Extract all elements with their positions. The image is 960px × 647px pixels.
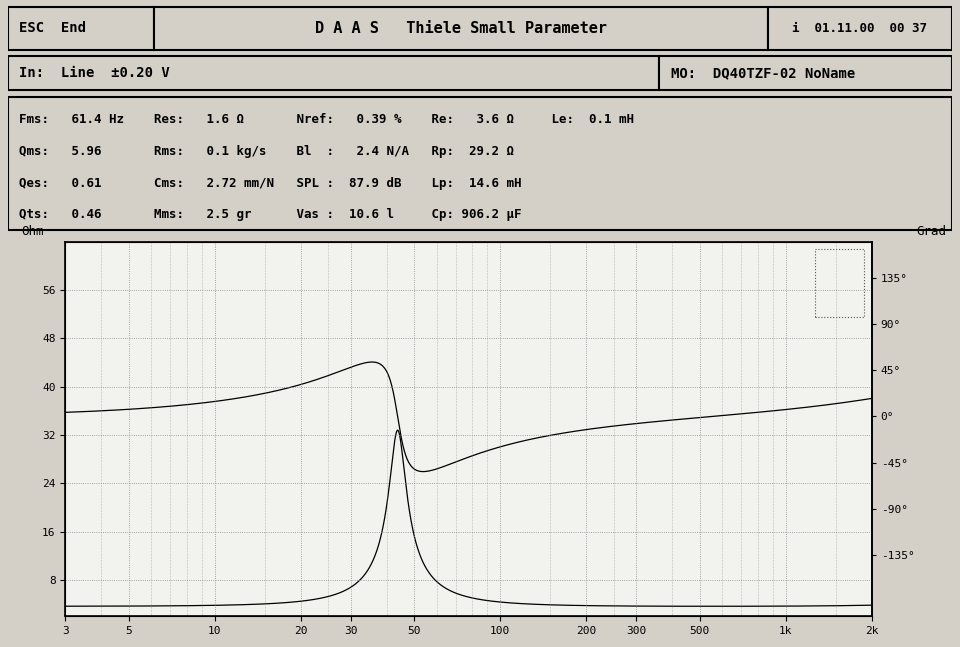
Text: Qts:   0.46       Mms:   2.5 gr      Vas :  10.6 l     Cp: 906.2 μF: Qts: 0.46 Mms: 2.5 gr Vas : 10.6 l Cp: 9… [19,208,521,221]
Text: Grad: Grad [916,225,946,238]
Text: i  01.11.00  00 37: i 01.11.00 00 37 [792,22,927,35]
Bar [768,7,952,50]
Text: In:  Line  ±0.20 V: In: Line ±0.20 V [19,66,170,80]
Bar [155,7,768,50]
Bar [8,7,155,50]
Bar [815,250,864,317]
Text: Ohm: Ohm [21,225,43,238]
Text: D A A S   Thiele Small Parameter: D A A S Thiele Small Parameter [315,21,607,36]
Bar [660,56,952,91]
Bar [8,56,660,91]
Text: ESC  End: ESC End [19,21,86,36]
Text: MO:  DQ40TZF-02 NoName: MO: DQ40TZF-02 NoName [671,66,855,80]
Text: Qes:   0.61       Cms:   2.72 mm/N   SPL :  87.9 dB    Lp:  14.6 mH: Qes: 0.61 Cms: 2.72 mm/N SPL : 87.9 dB L… [19,177,521,190]
Text: Qms:   5.96       Rms:   0.1 kg/s    Bl  :   2.4 N/A   Rp:  29.2 Ω: Qms: 5.96 Rms: 0.1 kg/s Bl : 2.4 N/A Rp:… [19,145,514,158]
Text: Fms:   61.4 Hz    Res:   1.6 Ω       Nref:   0.39 %    Re:   3.6 Ω     Le:  0.1 : Fms: 61.4 Hz Res: 1.6 Ω Nref: 0.39 % Re:… [19,113,634,126]
